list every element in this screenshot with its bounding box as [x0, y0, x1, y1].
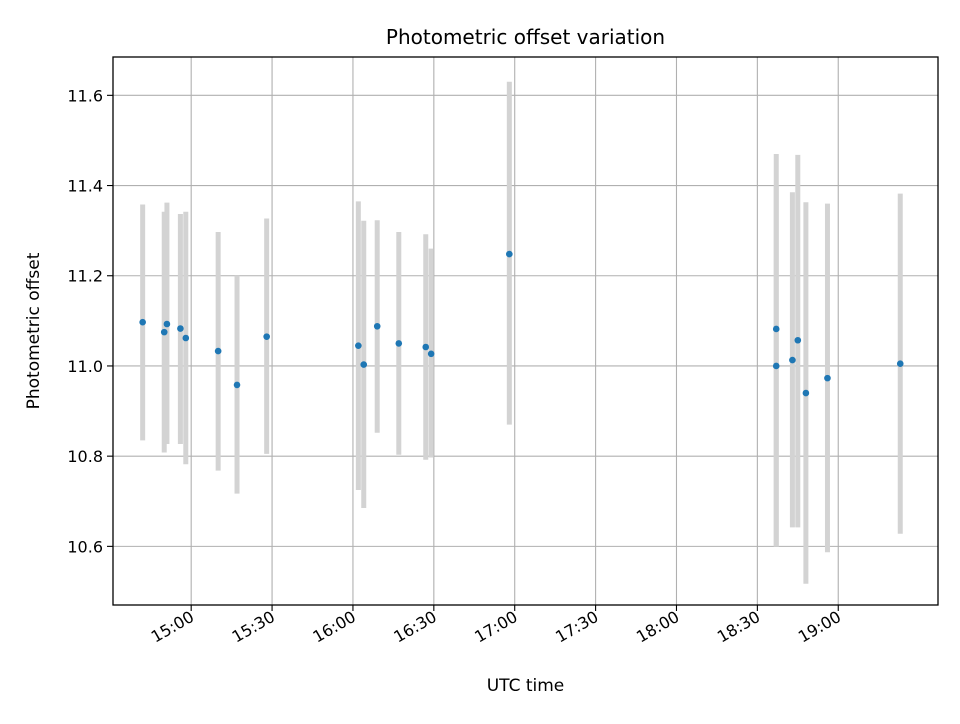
y-tick-label: 10.8: [67, 447, 103, 466]
chart-title: Photometric offset variation: [386, 25, 665, 49]
data-point: [422, 343, 430, 351]
grid-layer: [113, 57, 938, 605]
data-point: [772, 362, 780, 370]
x-tick-label: 18:30: [714, 607, 763, 647]
x-tick-label: 19:00: [795, 607, 844, 647]
data-point: [163, 320, 171, 328]
errorbar-layer: [140, 81, 903, 584]
data-point: [360, 361, 368, 368]
x-tick-label: 16:30: [390, 607, 439, 647]
data-point: [355, 342, 362, 349]
y-tick-label: 11.0: [67, 357, 103, 376]
data-point: [506, 250, 513, 258]
data-point: [896, 360, 904, 367]
data-point: [160, 328, 168, 336]
data-point: [263, 333, 270, 340]
data-point: [373, 322, 381, 330]
data-point: [427, 350, 435, 358]
data-point: [177, 325, 184, 332]
point-layer: [139, 250, 904, 397]
data-point: [214, 347, 222, 355]
data-point: [794, 336, 802, 344]
x-axis-title: UTC time: [487, 676, 565, 696]
y-tick-label: 11.6: [67, 86, 103, 105]
x-tick-label: 15:00: [148, 607, 197, 647]
x-tick-label: 15:30: [229, 607, 278, 647]
data-point: [772, 325, 780, 333]
y-tick-label: 11.4: [67, 177, 103, 196]
x-tick-label: 18:00: [633, 607, 682, 647]
data-point: [182, 334, 190, 342]
data-point: [139, 318, 146, 326]
y-tick-label: 10.6: [67, 537, 103, 556]
x-tick-label: 17:00: [471, 607, 520, 647]
data-point: [395, 340, 403, 347]
data-point: [233, 381, 241, 389]
plot-frame: [112, 56, 939, 606]
data-point: [802, 389, 810, 397]
data-point: [789, 356, 796, 364]
x-tick-label: 17:30: [552, 607, 601, 647]
data-point: [824, 374, 831, 382]
y-tick-label: 11.2: [67, 267, 103, 286]
y-axis-title: Photometric offset: [24, 252, 44, 409]
x-tick-label: 16:00: [310, 607, 359, 647]
